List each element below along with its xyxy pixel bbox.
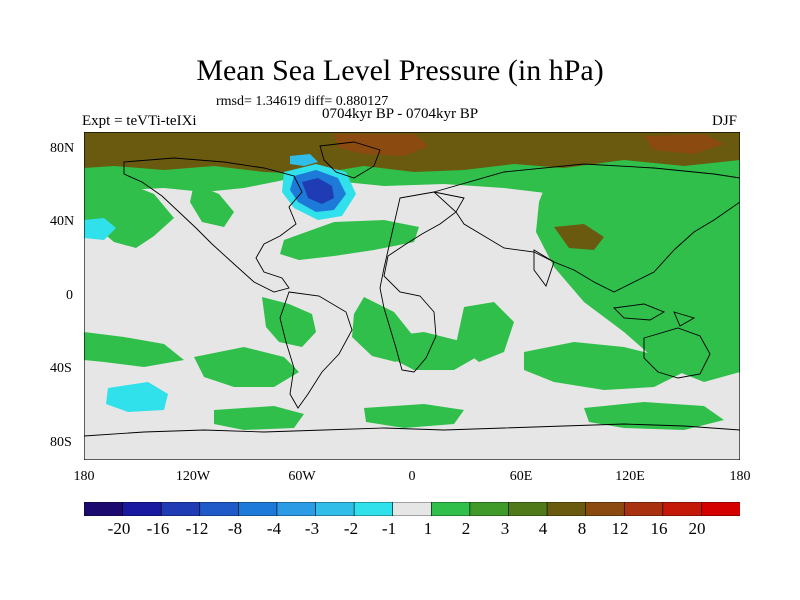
lat-label-40s: 40S <box>50 361 72 376</box>
colorbar-label: -2 <box>343 519 359 538</box>
colorbar-label: -12 <box>185 519 209 538</box>
colorbar-label: -4 <box>266 519 282 538</box>
colorbar-swatch <box>122 502 162 516</box>
colorbar-label: 1 <box>423 519 433 538</box>
colorbar-swatch <box>276 502 317 516</box>
colorbar-label: -20 <box>107 519 131 538</box>
colorbar-swatch <box>353 502 394 516</box>
lat-label-80s: 80S <box>50 435 72 450</box>
colorbar-swatch <box>508 502 548 516</box>
colorbar-swatch <box>662 502 703 516</box>
colorbar <box>84 502 740 516</box>
coastlines <box>84 141 740 437</box>
anomaly-negative <box>84 154 356 412</box>
colorbar-label: 20 <box>688 519 706 538</box>
colorbar-swatch <box>238 502 278 516</box>
colorbar-swatch <box>623 502 664 516</box>
lon-label-0: 0 <box>408 469 416 484</box>
colorbar-label: -8 <box>227 519 243 538</box>
period-subtitle: 0704kyr BP - 0704kyr BP <box>322 106 479 122</box>
colorbar-label: 2 <box>461 519 471 538</box>
map-title: Mean Sea Level Pressure (in hPa) <box>196 54 604 87</box>
colorbar-label: 4 <box>538 519 548 538</box>
lon-label-60w: 60W <box>288 469 316 484</box>
colorbar-swatch <box>546 502 587 516</box>
colorbar-swatch <box>585 502 625 516</box>
season-label: DJF <box>712 113 738 129</box>
colorbar-label: -16 <box>146 519 170 538</box>
colorbar-swatch <box>430 502 471 516</box>
lon-label-120w: 120W <box>175 469 211 484</box>
lat-label-40n: 40N <box>50 214 75 229</box>
lat-label-0: 0 <box>66 288 73 303</box>
lon-label-120e: 120E <box>615 469 645 484</box>
colorbar-swatch <box>160 502 201 516</box>
colorbar-label: 16 <box>650 519 668 538</box>
lat-label-80n: 80N <box>50 141 75 156</box>
colorbar-label: 8 <box>577 519 587 538</box>
colorbar-label: -3 <box>304 519 320 538</box>
anomaly-band-4-8 <box>84 132 740 250</box>
colorbar-label: -1 <box>381 519 397 538</box>
lon-label-60e: 60E <box>509 469 533 484</box>
colorbar-label: 12 <box>611 519 629 538</box>
colorbar-swatch <box>315 502 355 516</box>
anomaly-band-8-12 <box>334 134 724 156</box>
colorbar-label: 3 <box>500 519 510 538</box>
pressure-map <box>84 132 740 460</box>
colorbar-swatch <box>469 502 510 516</box>
lon-label-180w: 180 <box>73 469 95 484</box>
stats-subtitle: rmsd= 1.34619 diff= 0.880127 <box>216 94 389 109</box>
colorbar-swatch <box>392 502 432 516</box>
lon-label-180e: 180 <box>729 469 751 484</box>
experiment-label: Expt = teVTi-teIXi <box>82 113 197 129</box>
colorbar-swatch <box>199 502 239 516</box>
colorbar-swatch <box>84 502 124 516</box>
colorbar-swatch <box>701 502 740 516</box>
